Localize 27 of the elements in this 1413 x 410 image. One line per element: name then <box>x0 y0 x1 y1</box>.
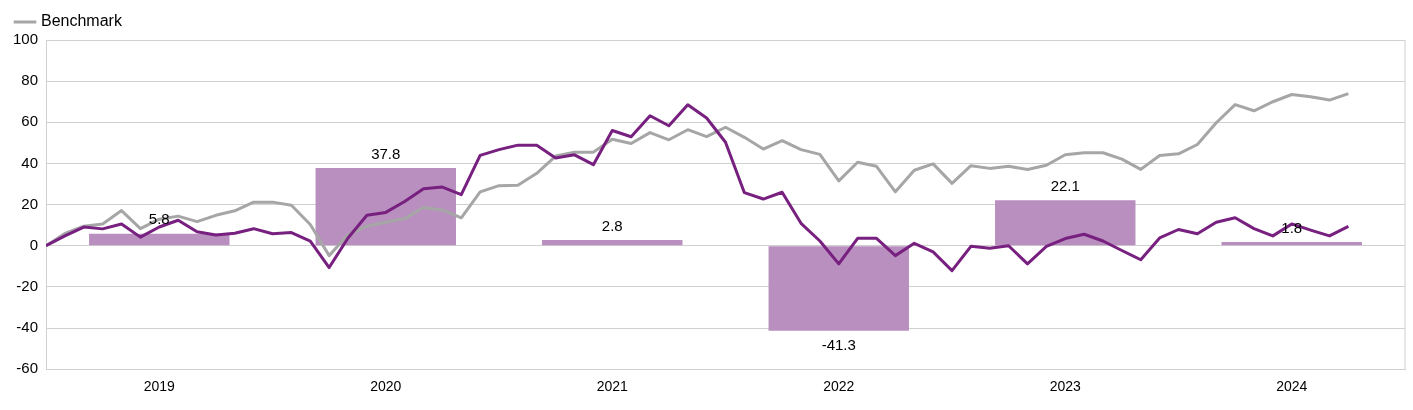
x-tick-label: 2019 <box>143 378 176 395</box>
bar <box>542 239 683 246</box>
y-tick-label: 60 <box>21 112 39 130</box>
bar <box>768 246 909 331</box>
data-label: 37.8 <box>371 144 401 162</box>
bar <box>995 200 1136 246</box>
x-tick-label: 2021 <box>596 378 629 395</box>
legend-label: Benchmark <box>41 12 123 30</box>
y-tick-label: 20 <box>21 194 39 212</box>
bar <box>89 233 230 246</box>
bar <box>1221 242 1362 246</box>
y-tick-label: -20 <box>16 277 39 295</box>
y-tick-label: 100 <box>13 30 39 48</box>
x-tick-label: 2023 <box>1049 378 1082 395</box>
data-label: 2.8 <box>601 216 623 234</box>
x-tick-label: 2024 <box>1276 378 1308 395</box>
y-tick-label: 80 <box>21 71 39 89</box>
data-label: -41.3 <box>821 336 856 354</box>
y-tick-label: 40 <box>21 153 39 171</box>
x-tick-label: 2020 <box>370 378 402 395</box>
bar <box>315 167 456 246</box>
y-tick-label: 0 <box>29 235 39 253</box>
data-label: 22.1 <box>1050 176 1080 194</box>
y-tick-label: -40 <box>16 318 39 336</box>
x-tick-label: 2022 <box>823 378 855 395</box>
data-label: 5.8 <box>148 210 170 228</box>
y-tick-label: -60 <box>16 359 39 377</box>
